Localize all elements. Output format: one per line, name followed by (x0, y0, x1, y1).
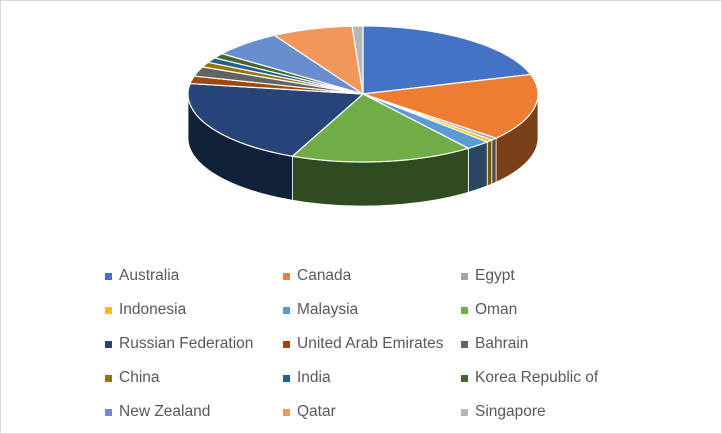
legend-label: Oman (475, 301, 518, 318)
legend-item-oman: Oman (461, 293, 641, 327)
legend-item-russian-federation: Russian Federation (105, 327, 283, 361)
legend-label: Qatar (297, 403, 336, 420)
legend-swatch (105, 374, 112, 382)
legend-item-united-arab-emirates: United Arab Emirates (283, 327, 461, 361)
legend-swatch (105, 340, 112, 348)
legend-label: Canada (297, 267, 352, 284)
legend-label: China (119, 369, 160, 386)
legend-swatch (283, 306, 290, 314)
legend-item-egypt: Egypt (461, 259, 641, 293)
legend-label: New Zealand (119, 403, 211, 420)
legend-item-china: China (105, 361, 283, 395)
legend-item-korea-republic-of: Korea Republic of (461, 361, 641, 395)
legend-item-canada: Canada (283, 259, 461, 293)
pie-slice-canada (362, 73, 539, 139)
legend-item-new-zealand: New Zealand (105, 395, 283, 429)
legend-label: India (297, 369, 331, 386)
legend-item-qatar: Qatar (283, 395, 461, 429)
legend-swatch (461, 374, 468, 382)
legend-item-malaysia: Malaysia (283, 293, 461, 327)
pie-side-malaysia (467, 141, 488, 193)
legend-label: Egypt (475, 267, 515, 284)
legend-swatch (283, 340, 290, 348)
legend-label: Russian Federation (119, 335, 254, 352)
legend-item-australia: Australia (105, 259, 283, 293)
legend-swatch (461, 408, 468, 416)
legend-swatch (283, 272, 290, 280)
legend-item-singapore: Singapore (461, 395, 641, 429)
legend-label: Korea Republic of (475, 369, 599, 386)
legend-item-bahrain: Bahrain (461, 327, 641, 361)
legend-label: Bahrain (475, 335, 529, 352)
legend-swatch (461, 306, 468, 314)
pie-slice-singapore (351, 25, 364, 95)
legend-swatch (461, 272, 468, 280)
pie-slice-oman (291, 93, 469, 163)
pie-slice-new-zealand (221, 34, 364, 95)
legend: Australia Canada Egypt Indonesia Malaysia Oma… (105, 259, 665, 429)
legend-label: Malaysia (297, 301, 359, 318)
legend-label: Indonesia (119, 301, 187, 318)
pie-side-egypt (491, 137, 497, 185)
legend-swatch (283, 408, 290, 416)
legend-swatch (105, 306, 112, 314)
legend-swatch (461, 340, 468, 348)
legend-swatch (283, 374, 290, 382)
legend-swatch (105, 408, 112, 416)
pie-slice-australia (362, 25, 532, 95)
legend-label: United Arab Emirates (297, 335, 444, 352)
pie-slice-qatar (273, 25, 364, 95)
legend-item-india: India (283, 361, 461, 395)
pie-slice-russian-federation (187, 82, 364, 157)
pie-slice-malaysia (362, 93, 488, 149)
legend-item-indonesia: Indonesia (105, 293, 283, 327)
legend-label: Australia (119, 267, 180, 284)
legend-label: Singapore (475, 403, 546, 420)
legend-swatch (105, 272, 112, 280)
pie-side-indonesia (486, 139, 493, 187)
